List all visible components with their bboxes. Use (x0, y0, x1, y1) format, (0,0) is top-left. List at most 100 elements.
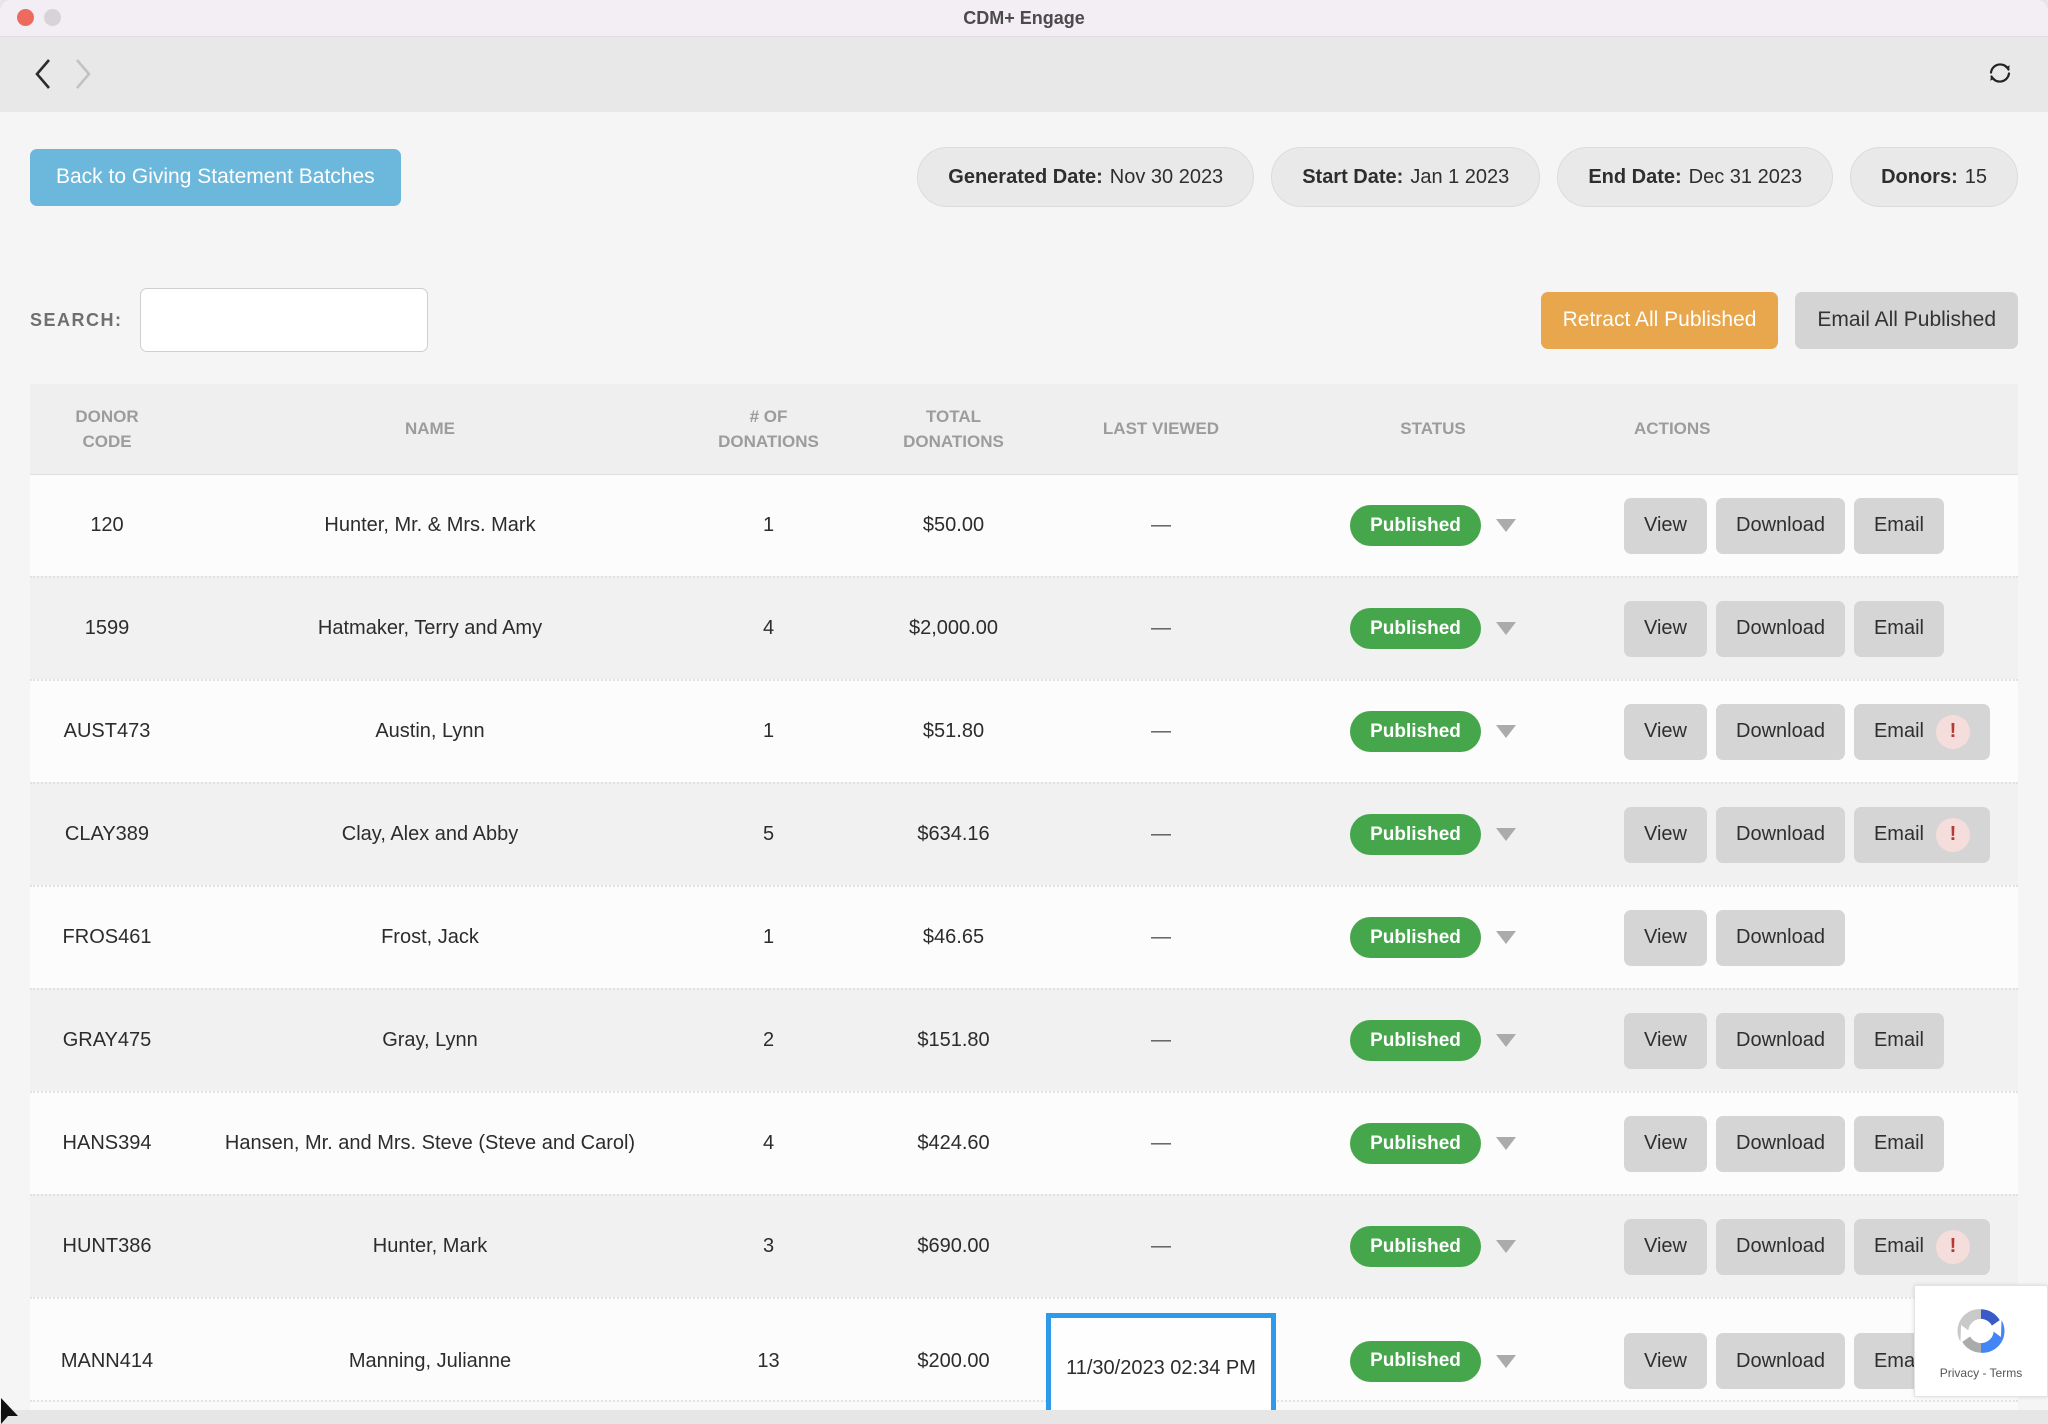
status-dropdown-caret-icon[interactable] (1495, 725, 1516, 738)
last-viewed-cell: — (1151, 514, 1171, 536)
status-dropdown-caret-icon[interactable] (1495, 931, 1516, 944)
summary-pills: Generated Date: Nov 30 2023 Start Date: Jan… (917, 147, 2018, 207)
email-all-published-button[interactable]: Email All Published (1795, 291, 2018, 349)
status-dropdown-caret-icon[interactable] (1495, 1034, 1516, 1047)
back-to-batches-button[interactable]: Back to Giving Statement Batches (30, 148, 401, 206)
status-dropdown-caret-icon[interactable] (1495, 519, 1516, 532)
table-row-HANS394: HANS394 Hansen, Mr. and Mrs. Steve (Steve… (30, 1091, 2018, 1194)
name-cell: Hunter, Mr. & Mrs. Mark (324, 514, 536, 536)
email-alert-icon: ! (1935, 1229, 1970, 1264)
status-badge[interactable]: Published (1350, 814, 1481, 855)
summary-pill-1: Start Date: Jan 1 2023 (1271, 147, 1541, 207)
title-bar: CDM+ Engage (0, 0, 2048, 37)
name-cell: Manning, Julianne (348, 1349, 512, 1372)
view-button[interactable]: View (1624, 600, 1707, 657)
status-cell: Published (1276, 475, 1590, 576)
table-row-1599: 1599 Hatmaker, Terry and Amy 4 $2,000.00 — Pu… (30, 576, 2018, 679)
close-window-button[interactable] (17, 9, 34, 26)
actions-cell: View Download Email (1590, 578, 2018, 679)
download-button[interactable]: Download (1716, 1115, 1845, 1172)
status-badge[interactable]: Published (1350, 1226, 1481, 1267)
status-dropdown-caret-icon[interactable] (1495, 1240, 1516, 1253)
name-cell: Frost, Jack (381, 926, 479, 948)
table-row-GRAY475: GRAY475 Gray, Lynn 2 $151.80 — Published View D… (30, 988, 2018, 1091)
back-icon[interactable] (30, 55, 56, 93)
name-cell: Hatmaker, Terry and Amy (317, 617, 543, 639)
status-cell: Published (1276, 1299, 1590, 1410)
total-donations-cell: $634.16 (917, 823, 990, 845)
actions-cell: View Download Email! (1590, 1196, 2018, 1297)
status-cell: Published (1276, 784, 1590, 885)
search-label: SEARCH: (30, 309, 123, 330)
table-row-MANN414: MANN414 Manning, Julianne 13 $200.00 11/30/2… (30, 1297, 2018, 1410)
retract-all-published-button[interactable]: Retract All Published (1540, 291, 1779, 349)
status-badge[interactable]: Published (1350, 711, 1481, 752)
total-donations-cell: $690.00 (917, 1235, 990, 1257)
table-row-FROS461: FROS461 Frost, Jack 1 $46.65 — Published View D… (30, 885, 2018, 988)
actions-cell: View Download Email (1590, 1093, 2018, 1194)
download-button[interactable]: Download (1716, 1218, 1845, 1275)
status-cell: Published (1276, 681, 1590, 782)
table-row-120: 120 Hunter, Mr. & Mrs. Mark 1 $50.00 — Publis… (30, 475, 2018, 576)
table-row-AUST473: AUST473 Austin, Lynn 1 $51.80 — Published View… (30, 679, 2018, 782)
download-button[interactable]: Download (1716, 806, 1845, 863)
download-button[interactable]: Download (1716, 1333, 1845, 1389)
status-badge[interactable]: Published (1350, 1340, 1481, 1382)
num-donations-cell: 5 (762, 823, 775, 845)
email-button[interactable]: Email (1853, 1012, 1944, 1069)
status-dropdown-caret-icon[interactable] (1495, 622, 1516, 635)
search-input[interactable] (139, 288, 428, 352)
last-viewed-cell: — (1151, 1235, 1171, 1257)
download-button[interactable]: Download (1716, 1012, 1845, 1069)
total-donations-cell: $50.00 (922, 514, 985, 536)
recaptcha-badge[interactable]: Privacy - Terms (1914, 1285, 2048, 1397)
status-dropdown-caret-icon[interactable] (1495, 828, 1516, 841)
status-badge[interactable]: Published (1350, 505, 1481, 546)
summary-pill-2: End Date: Dec 31 2023 (1557, 147, 1834, 207)
view-button[interactable]: View (1624, 1012, 1707, 1069)
last-viewed-highlight-box: 11/30/2023 02:34 PM (1046, 1313, 1276, 1410)
name-cell: Clay, Alex and Abby (341, 823, 519, 845)
view-button[interactable]: View (1624, 1333, 1707, 1389)
donor-code-cell: HUNT386 (62, 1235, 152, 1257)
status-dropdown-caret-icon[interactable] (1495, 1137, 1516, 1150)
minimize-window-button[interactable] (44, 9, 61, 26)
last-viewed-cell: — (1151, 720, 1171, 742)
refresh-icon[interactable] (1984, 57, 2016, 89)
download-button[interactable]: Download (1716, 703, 1845, 760)
email-button[interactable]: Email (1853, 1115, 1944, 1172)
view-button[interactable]: View (1624, 497, 1707, 554)
view-button[interactable]: View (1624, 806, 1707, 863)
column-header-2: # OF DONATIONS (718, 406, 819, 452)
last-viewed-cell: 11/30/2023 02:34 PM (1046, 1299, 1276, 1410)
download-button[interactable]: Download (1716, 497, 1845, 554)
column-header-0: DONOR CODE (75, 406, 139, 452)
email-button[interactable]: Email! (1853, 1218, 1990, 1275)
status-badge[interactable]: Published (1350, 1020, 1481, 1061)
email-button[interactable]: Email (1853, 600, 1944, 657)
status-badge[interactable]: Published (1350, 1123, 1481, 1164)
email-button[interactable]: Email! (1853, 703, 1990, 760)
donor-code-cell: FROS461 (62, 926, 152, 948)
donor-code-cell: HANS394 (62, 1132, 152, 1154)
view-button[interactable]: View (1624, 703, 1707, 760)
view-button[interactable]: View (1624, 909, 1707, 966)
status-badge[interactable]: Published (1350, 917, 1481, 958)
donor-code-cell: 120 (90, 514, 124, 536)
recaptcha-privacy-terms[interactable]: Privacy - Terms (1939, 1366, 2023, 1380)
status-badge[interactable]: Published (1350, 608, 1481, 649)
forward-icon[interactable] (70, 55, 96, 93)
email-button[interactable]: Email (1853, 497, 1944, 554)
donor-code-cell: MANN414 (60, 1349, 154, 1372)
num-donations-cell: 13 (757, 1349, 780, 1372)
status-cell: Published (1276, 990, 1590, 1091)
status-dropdown-caret-icon[interactable] (1495, 1354, 1516, 1368)
giving-statements-table: DONOR CODE NAME # OF DONATIONS TOTAL DONATI… (30, 384, 2018, 1410)
download-button[interactable]: Download (1716, 909, 1845, 966)
download-button[interactable]: Download (1716, 600, 1845, 657)
email-button[interactable]: Email! (1853, 806, 1990, 863)
num-donations-cell: 4 (762, 617, 775, 639)
view-button[interactable]: View (1624, 1115, 1707, 1172)
view-button[interactable]: View (1624, 1218, 1707, 1275)
